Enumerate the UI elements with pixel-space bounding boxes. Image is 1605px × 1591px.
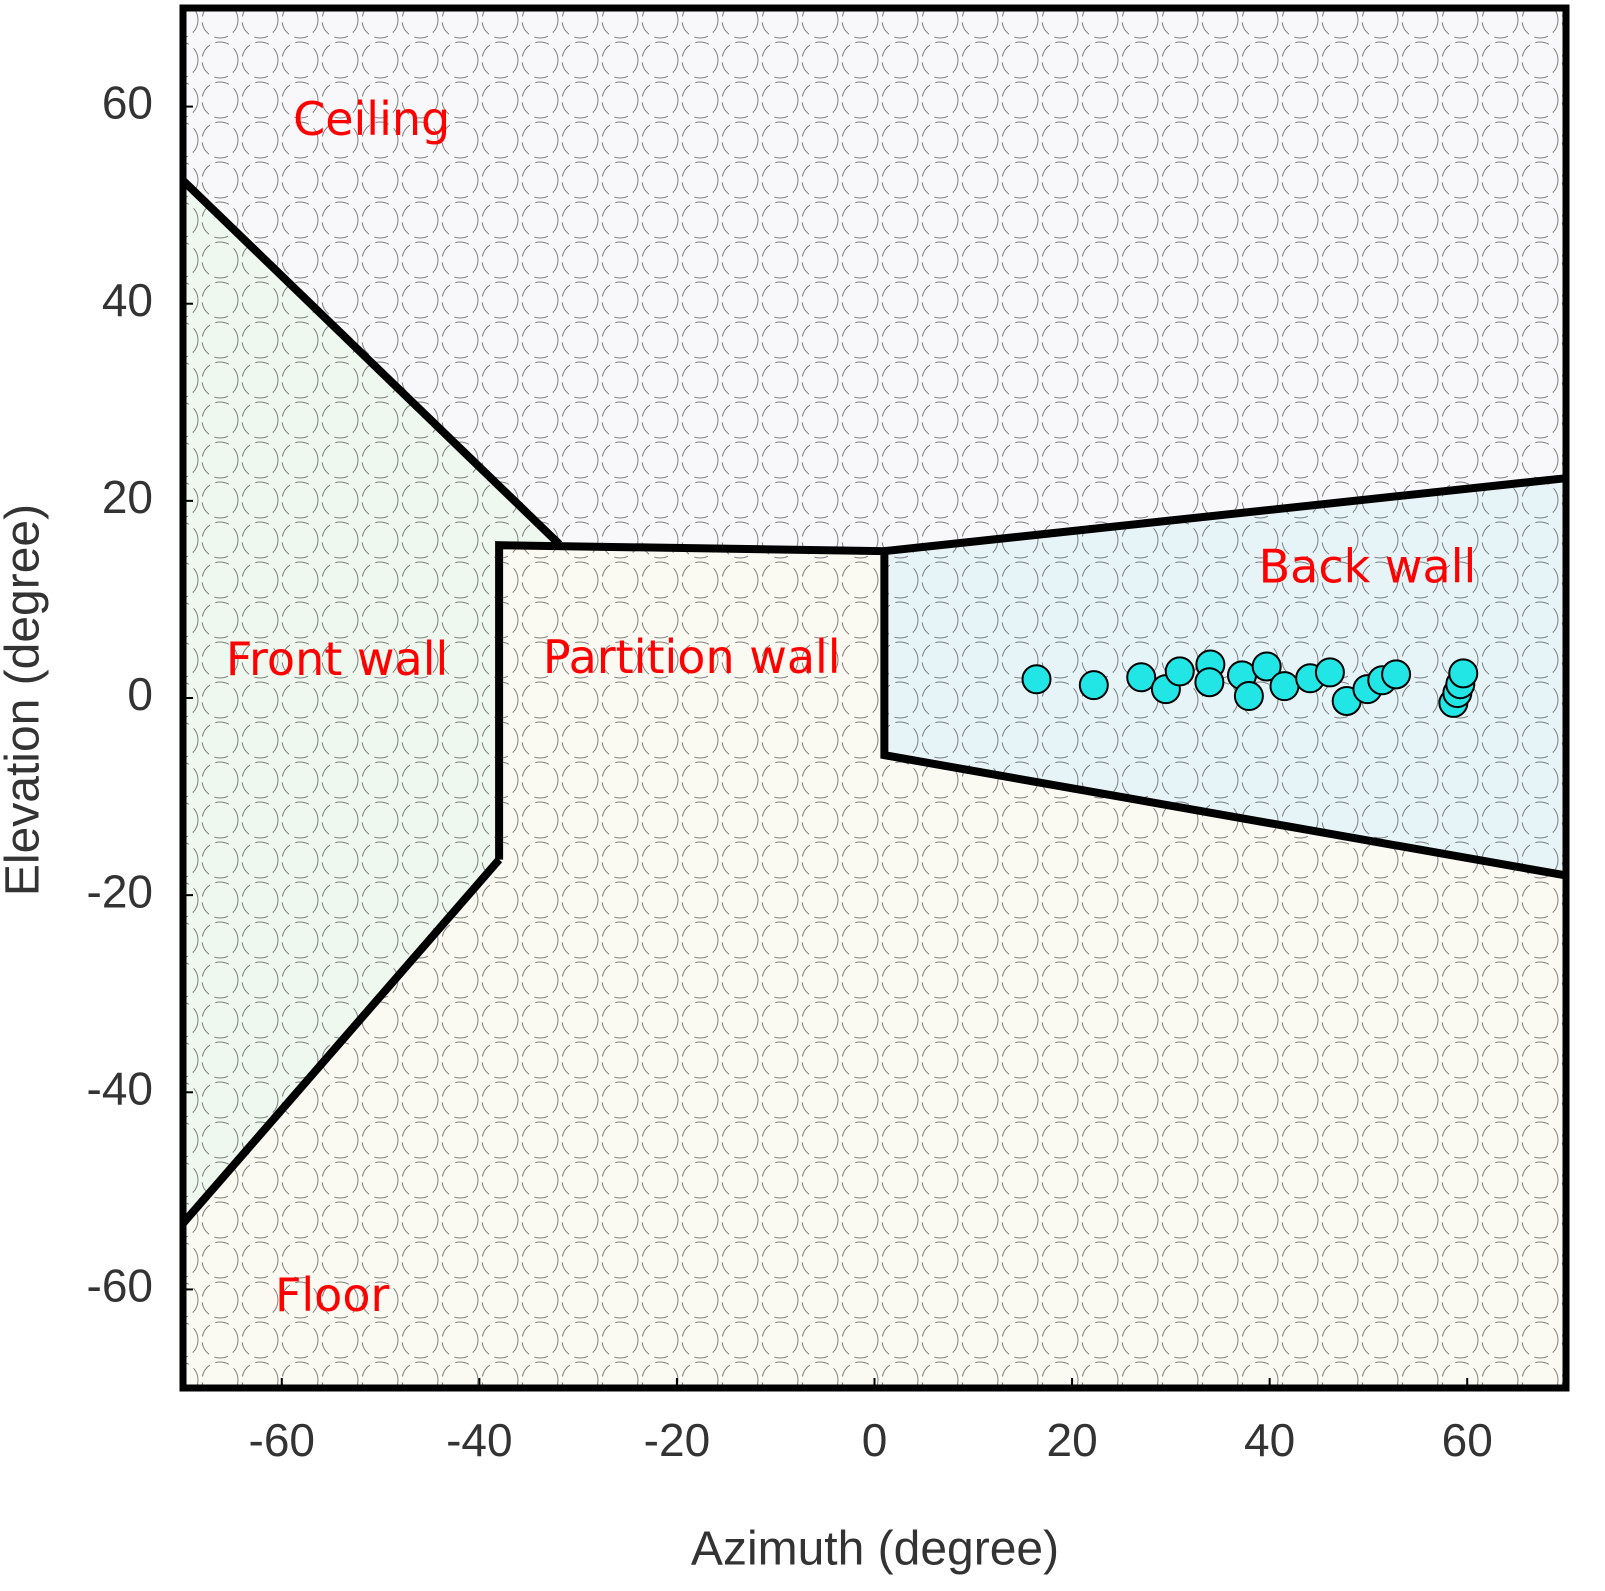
y-tick-label: 20 xyxy=(102,471,153,523)
x-tick-label: 0 xyxy=(862,1414,888,1466)
data-point xyxy=(1381,659,1412,690)
y-tick-label: 0 xyxy=(127,668,153,720)
x-tick-label: -20 xyxy=(644,1414,710,1466)
x-tick-label: -60 xyxy=(249,1414,315,1466)
data-point xyxy=(1251,651,1282,682)
y-tick-label: -20 xyxy=(87,865,153,917)
data-point xyxy=(1448,658,1479,689)
data-point xyxy=(1233,681,1264,712)
y-tick-label: 60 xyxy=(102,77,153,129)
data-point xyxy=(1078,670,1109,701)
x-tick-label: 40 xyxy=(1244,1414,1295,1466)
y-tick-label: 40 xyxy=(102,274,153,326)
region-label: Partition wall xyxy=(543,630,841,684)
region-label: Back wall xyxy=(1259,539,1477,593)
x-tick-label: 60 xyxy=(1442,1414,1493,1466)
boundary-line xyxy=(883,474,1567,556)
region-label: Floor xyxy=(275,1268,390,1322)
y-axis-label: Elevation (degree) xyxy=(0,504,50,896)
data-point xyxy=(1164,656,1195,687)
data-point xyxy=(1021,664,1052,695)
x-axis-label: Azimuth (degree) xyxy=(691,1523,1059,1576)
y-tick-label: -40 xyxy=(87,1062,153,1114)
boundary-line xyxy=(180,177,563,548)
region-label: Front wall xyxy=(226,632,448,686)
region-label: Ceiling xyxy=(293,92,450,146)
data-point xyxy=(1194,667,1225,698)
boundary-line xyxy=(179,857,503,1227)
x-tick-label: -40 xyxy=(446,1414,512,1466)
x-tick-label: 20 xyxy=(1046,1414,1097,1466)
data-point xyxy=(1314,657,1345,688)
y-tick-label: -60 xyxy=(87,1260,153,1312)
data-point xyxy=(1269,671,1300,702)
plot-area: Ceiling Front wall Partition wall Back wall… xyxy=(87,4,1570,1466)
data-point xyxy=(1126,662,1157,693)
